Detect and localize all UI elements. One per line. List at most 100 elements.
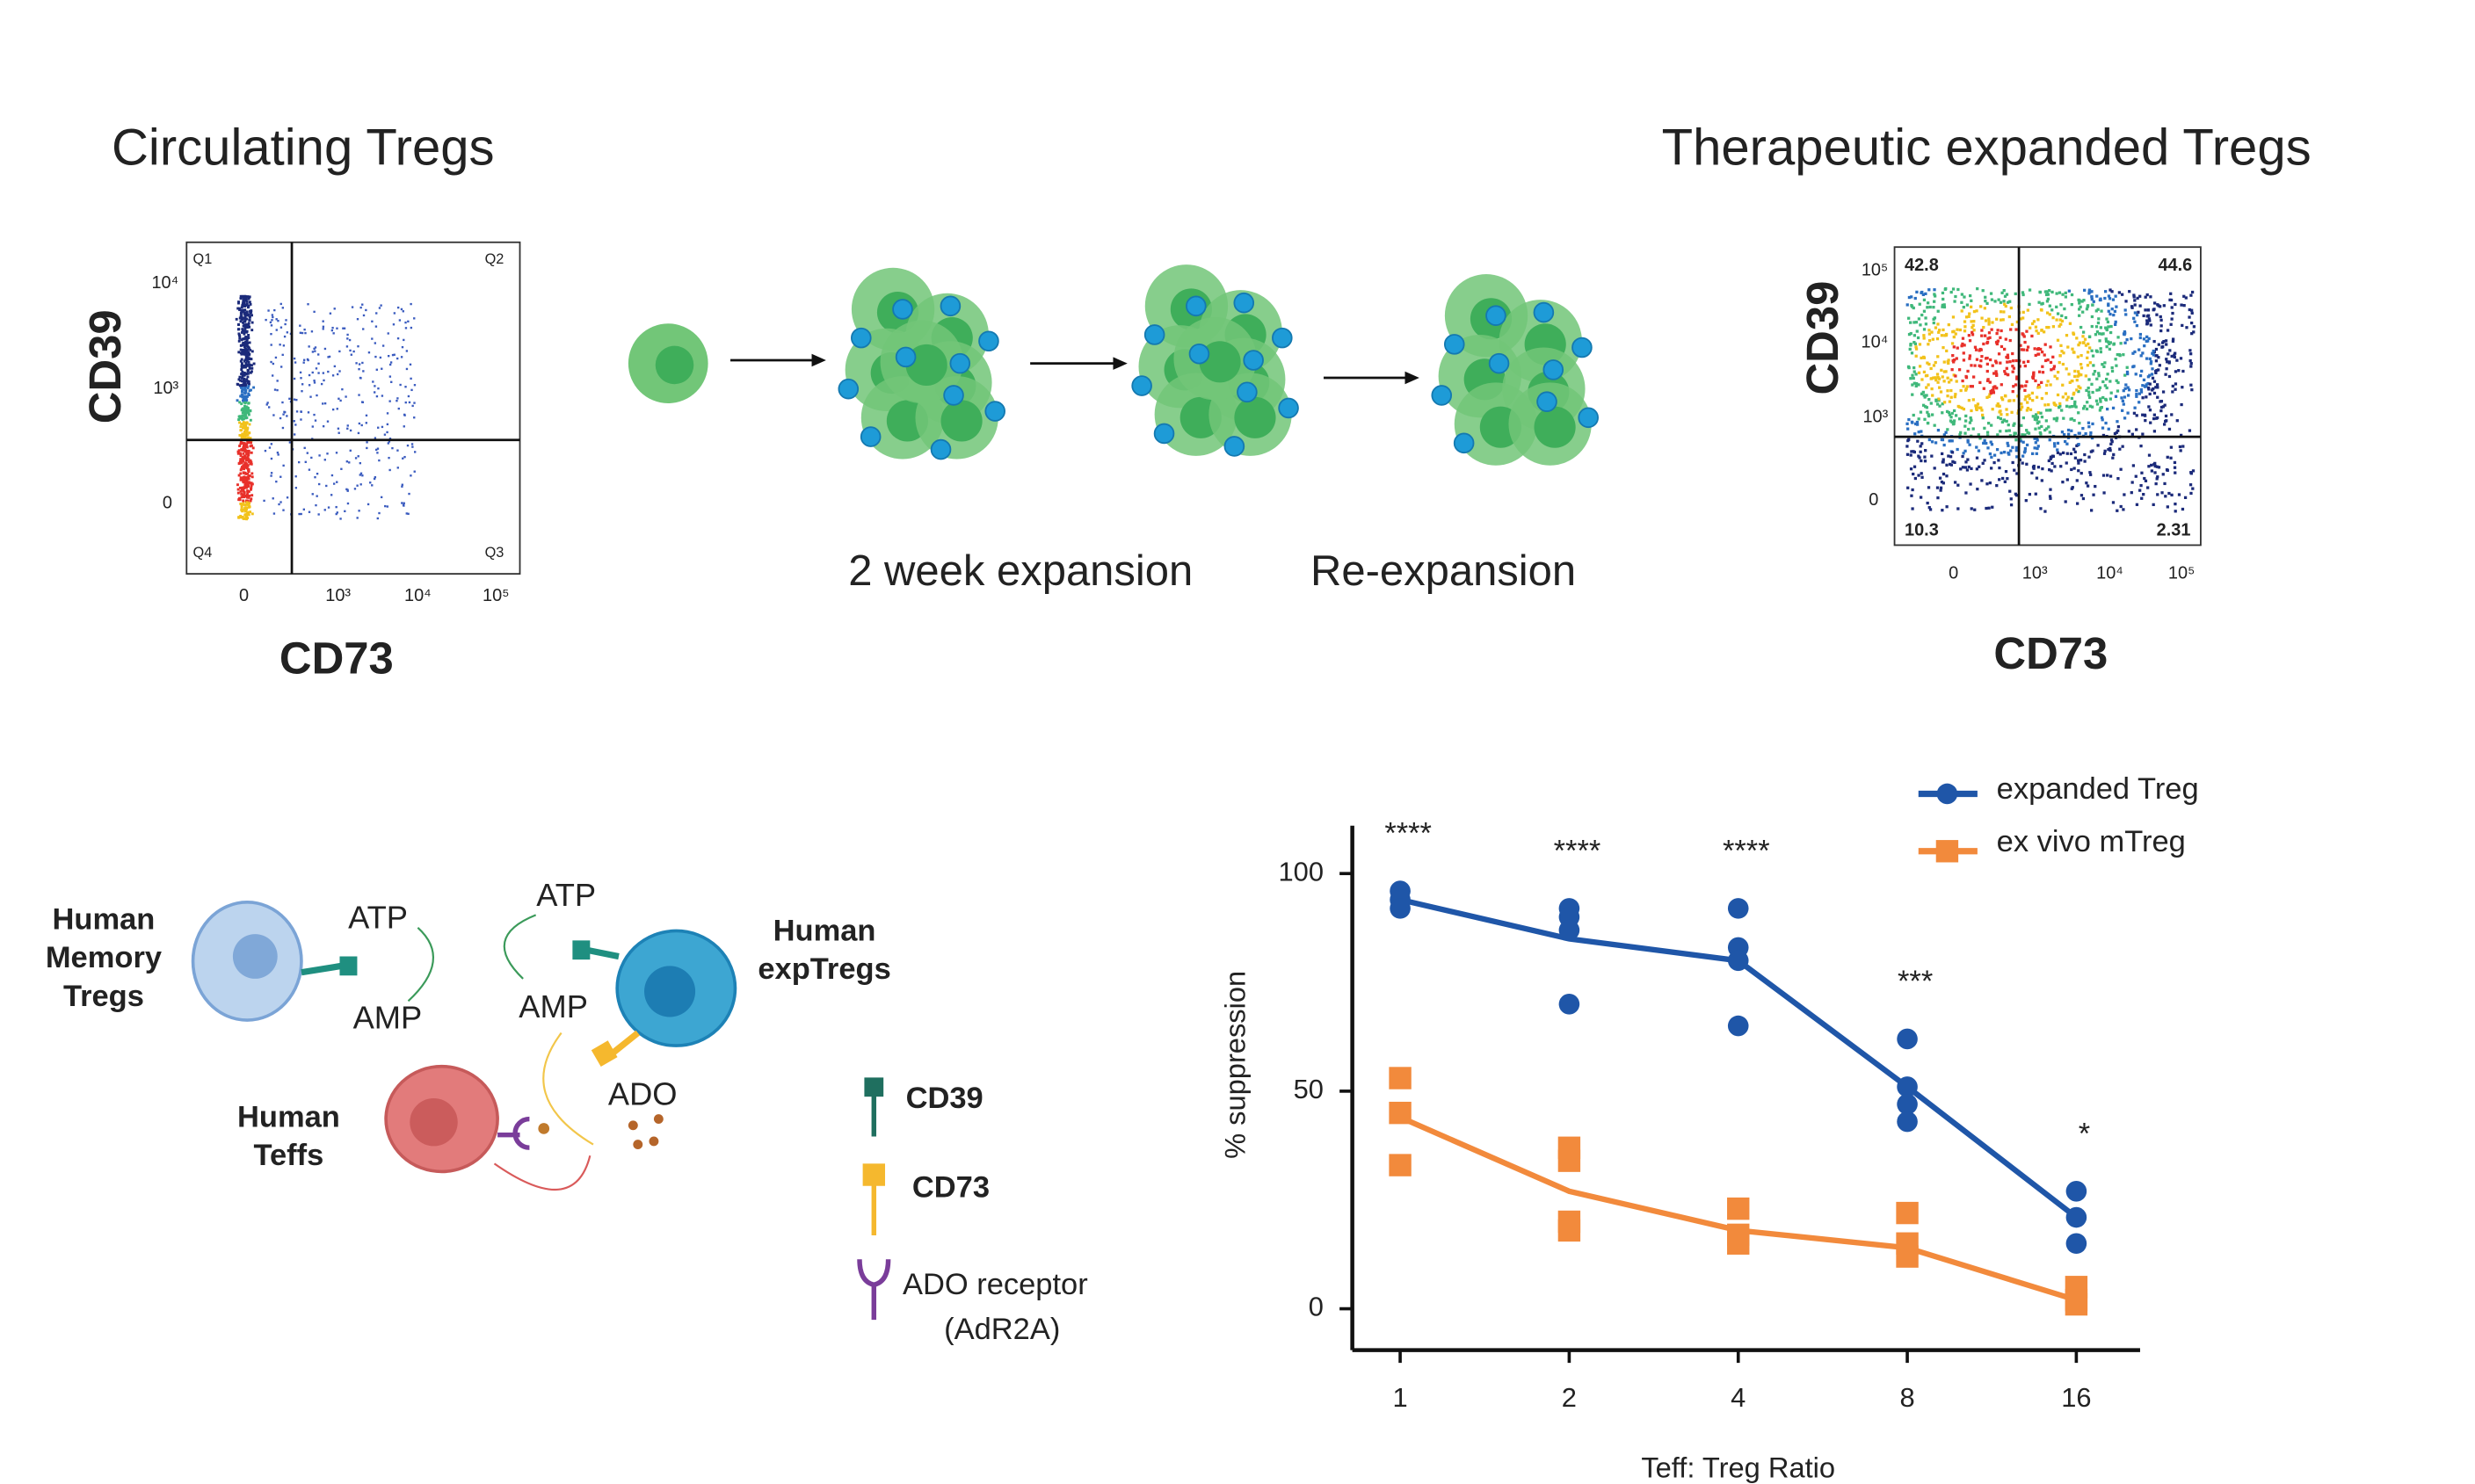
event-dot [2081, 496, 2086, 501]
event-dot [323, 347, 327, 351]
event-dot [2036, 466, 2041, 469]
event-dot [1981, 416, 1985, 420]
event-dot [1920, 496, 1923, 499]
event-dot [2050, 368, 2053, 372]
data-point [1727, 898, 1749, 919]
event-dot [374, 475, 377, 479]
event-dot [377, 426, 380, 429]
event-dot [1941, 411, 1944, 415]
event-dot [1915, 290, 1919, 294]
event-dot [241, 477, 244, 480]
event-dot [1912, 450, 1915, 453]
event-dot [238, 384, 242, 387]
event-dot [1912, 321, 1916, 324]
event-dot [243, 320, 246, 323]
event-dot [2115, 305, 2118, 308]
event-dot [2145, 322, 2150, 325]
x-tick-label: 1 [1392, 1382, 1407, 1413]
event-dot [2094, 325, 2099, 329]
event-dot [2157, 368, 2160, 372]
bead [1488, 352, 1510, 374]
event-dot [239, 297, 243, 300]
event-dot [2148, 357, 2152, 361]
event-dot [391, 446, 394, 450]
event-dot [2183, 496, 2188, 499]
event-dot [403, 455, 406, 459]
event-dot [294, 475, 297, 478]
event-dot [2170, 493, 2174, 497]
event-dot [240, 409, 243, 412]
event-dot [2041, 467, 2044, 471]
event-dot [1983, 334, 1987, 337]
event-dot [313, 310, 316, 314]
event-dot [1985, 341, 1989, 345]
event-dot [331, 408, 335, 411]
event-dot [2108, 448, 2112, 452]
event-dot [1913, 296, 1917, 300]
event-dot [2090, 290, 2094, 293]
event-dot [1981, 413, 1985, 417]
event-dot [1955, 357, 1958, 360]
event-dot [2076, 370, 2080, 373]
event-dot [2138, 373, 2143, 378]
event-dot [339, 518, 342, 520]
event-dot [2082, 341, 2086, 344]
event-dot [2035, 476, 2039, 480]
event-dot [268, 446, 272, 449]
event-dot [2169, 456, 2173, 460]
event-dot [242, 407, 245, 410]
event-dot [1965, 385, 1969, 388]
event-dot [1915, 329, 1919, 333]
event-dot [1944, 286, 1948, 291]
event-dot [2108, 312, 2112, 316]
bead [860, 426, 882, 447]
event-dot [2089, 450, 2093, 453]
event-dot [1922, 337, 1926, 340]
event-dot [2032, 464, 2036, 468]
event-dot [2068, 322, 2072, 325]
event-dot [1939, 390, 1943, 394]
event-dot [249, 371, 252, 374]
event-dot [1911, 393, 1914, 396]
event-dot [1914, 345, 1918, 349]
event-dot [2021, 310, 2025, 314]
event-dot [2023, 364, 2027, 368]
event-dot [2161, 344, 2165, 349]
y-tick-label: 0 [1869, 490, 1878, 510]
event-dot [1995, 317, 1999, 321]
data-point [1389, 1067, 1412, 1089]
event-dot [2005, 293, 2009, 296]
event-dot [2101, 395, 2105, 400]
quadrant-label: Q4 [193, 545, 213, 561]
event-dot [2002, 288, 2006, 293]
event-dot [1970, 299, 1973, 302]
event-dot [1965, 468, 1970, 472]
molecule-label: ATP [536, 877, 596, 913]
event-dot [2009, 503, 2014, 507]
event-dot [2021, 440, 2025, 444]
event-dot [1990, 443, 1994, 446]
event-dot [2135, 395, 2138, 398]
event-dot [236, 399, 239, 402]
event-dot [2117, 291, 2121, 294]
event-dot [2108, 380, 2112, 383]
event-dot [1927, 413, 1930, 416]
event-dot [1951, 354, 1955, 358]
event-dot [243, 345, 246, 349]
event-dot [2154, 369, 2158, 373]
event-dot [1924, 316, 1927, 320]
event-dot [2002, 300, 2006, 303]
event-dot [1935, 373, 1940, 376]
event-dot [1912, 306, 1915, 310]
event-dot [2099, 297, 2102, 300]
event-dot [2097, 372, 2101, 375]
event-dot [1913, 342, 1918, 345]
data-point [1727, 1232, 1750, 1255]
significance: **** [1554, 834, 1601, 867]
bead [1186, 295, 1207, 317]
event-dot [1968, 354, 1972, 358]
event-dot [1907, 316, 1911, 320]
event-dot [361, 303, 364, 306]
event-dot [413, 470, 416, 473]
event-dot [2138, 348, 2141, 351]
